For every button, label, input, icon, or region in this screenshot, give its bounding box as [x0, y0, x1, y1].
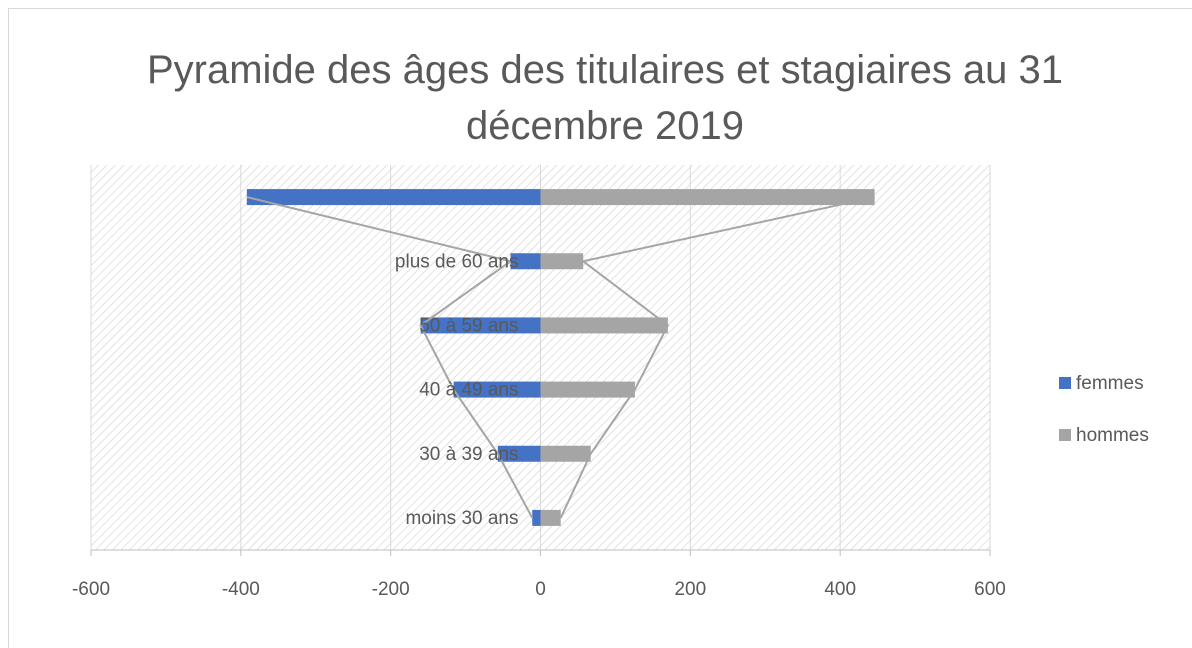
bar [532, 509, 541, 526]
legend-swatch [1059, 429, 1071, 441]
y-tick-label: 50 à 59 ans [419, 315, 518, 336]
bar [540, 381, 635, 398]
x-tick-label: -200 [372, 579, 410, 600]
bar [540, 317, 668, 334]
bar [540, 189, 875, 206]
bar [497, 445, 541, 462]
x-tick-label: -400 [222, 579, 260, 600]
legend-swatch [1059, 377, 1071, 389]
x-tick-label: -600 [72, 579, 110, 600]
bar [246, 189, 541, 206]
x-tick-label: 0 [535, 579, 546, 600]
bar [420, 317, 541, 334]
legend-label: hommes [1076, 425, 1149, 446]
bar [540, 445, 591, 462]
bar [453, 381, 541, 398]
chart-title: Pyramide des âges des titulaires et stag… [146, 48, 1064, 148]
plot-layer: -600 -400 -200 0 200 400 600 plus de 60 ans 50 à… [72, 165, 1149, 600]
bar [540, 509, 561, 526]
x-tick-label: 400 [824, 579, 856, 600]
chart-border [8, 8, 1192, 648]
x-tick-label: 200 [674, 579, 706, 600]
outline-line [246, 196, 534, 519]
bar [510, 253, 541, 270]
y-tick-label: plus de 60 ans [395, 251, 519, 272]
x-tick-label: 600 [974, 579, 1006, 600]
outline-line [559, 196, 875, 519]
legend-label: femmes [1076, 373, 1144, 394]
bar [540, 253, 584, 270]
y-tick-label: moins 30 ans [405, 508, 518, 529]
y-tick-label: 40 à 49 ans [419, 380, 518, 401]
y-tick-label: 30 à 39 ans [419, 444, 518, 465]
